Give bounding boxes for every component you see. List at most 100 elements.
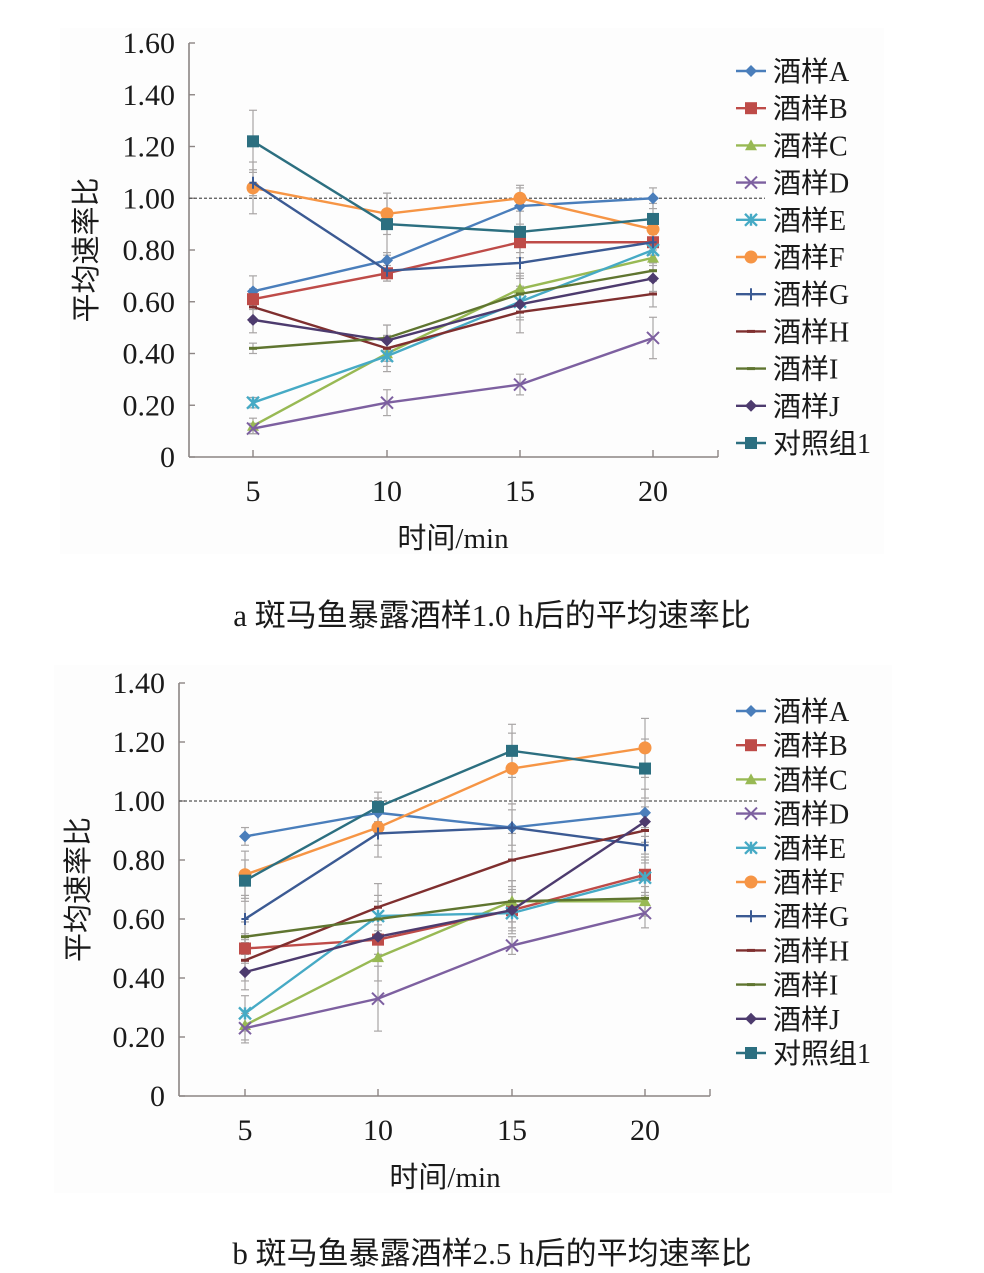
data-point: [516, 256, 524, 269]
data-point: [513, 191, 527, 205]
y-axis-title: 平均速率比: [70, 177, 103, 322]
data-point: [249, 176, 257, 189]
legend-swatch-marker: [747, 367, 755, 371]
series-d: [238, 906, 652, 1035]
legend-swatch-marker: [745, 139, 757, 151]
caption-b: b 斑马鱼暴露酒样2.5 h后的平均速率比: [232, 1236, 752, 1271]
legend-label: 酒样C: [773, 764, 848, 796]
legend-item: 酒样I: [736, 970, 838, 1002]
x-tick-label: 10: [372, 475, 402, 508]
series-line: [252, 277, 654, 342]
legend-label: 酒样E: [773, 833, 846, 865]
series-line: [252, 241, 653, 301]
data-point: [638, 906, 652, 920]
series-e: [246, 243, 660, 410]
y-tick-label: 0.80: [113, 844, 166, 877]
data-point: [372, 800, 384, 813]
data-point: [238, 1006, 252, 1021]
caption-a: a 斑马鱼暴露酒样1.0 h后的平均速率比: [233, 598, 751, 633]
data-point: [508, 899, 516, 903]
series-j: [247, 272, 659, 347]
data-point: [239, 830, 251, 843]
data-point: [380, 207, 394, 221]
legend-swatch-marker: [745, 437, 757, 449]
series-line: [252, 256, 654, 428]
legend-label: 酒样E: [773, 205, 846, 237]
legend-label: 酒样J: [773, 1004, 840, 1036]
data-point: [641, 839, 649, 852]
data-point: [380, 395, 394, 410]
data-point: [239, 942, 251, 955]
series-line: [244, 900, 645, 1027]
data-point: [649, 292, 657, 296]
legend-swatch-marker: [744, 806, 758, 821]
x-axis-title: 时间/min: [397, 522, 509, 555]
y-tick-label: 0: [160, 441, 175, 474]
series-line: [252, 186, 654, 231]
legend-label: 酒样B: [773, 730, 848, 762]
legend-label: 酒样G: [773, 901, 849, 933]
data-point: [241, 958, 249, 962]
y-tick-label: 1.00: [113, 785, 166, 818]
legend-item: 对照组1: [736, 428, 871, 460]
data-point: [241, 913, 249, 925]
legend-label: 酒样C: [773, 130, 848, 162]
legend-item: 酒样I: [736, 354, 838, 386]
legend-item: 酒样J: [736, 391, 840, 423]
legend-label: 酒样D: [773, 799, 849, 831]
y-tick-label: 1.40: [113, 667, 166, 700]
data-point: [505, 938, 519, 953]
series-i: [249, 269, 657, 350]
legend-swatch-marker: [744, 250, 758, 264]
y-tick-label: 1.00: [123, 182, 176, 215]
data-point: [239, 874, 251, 887]
series-control: [239, 744, 651, 887]
series-g: [249, 176, 657, 277]
legend-swatch-marker: [745, 705, 757, 717]
data-point: [247, 135, 259, 148]
legend-label: 酒样D: [773, 168, 849, 200]
series-line: [252, 269, 654, 350]
data-point: [647, 251, 659, 263]
data-point: [372, 930, 384, 943]
legend-swatch-marker: [745, 399, 757, 412]
series-d: [246, 331, 660, 436]
legend-swatch-marker: [745, 739, 757, 752]
legend-label: 酒样F: [773, 867, 845, 899]
series-line: [244, 873, 646, 950]
data-point: [374, 917, 382, 921]
legend-item: 酒样H: [736, 316, 849, 348]
y-tick-label: 0: [150, 1080, 165, 1113]
series-i: [241, 896, 649, 939]
series-line: [252, 336, 654, 430]
y-tick-label: 1.20: [113, 726, 166, 759]
series-line: [244, 820, 646, 974]
data-point: [641, 829, 649, 832]
legend-item: 酒样A: [736, 696, 850, 728]
x-axis-title: 时间/min: [389, 1161, 501, 1194]
data-point: [381, 218, 393, 231]
x-tick-label: 15: [497, 1114, 527, 1147]
data-point: [508, 821, 516, 834]
data-point: [241, 935, 249, 939]
data-point: [638, 870, 652, 885]
legend-swatch-marker: [747, 288, 755, 301]
data-point: [639, 806, 651, 819]
legend-swatch-marker: [747, 948, 755, 952]
data-point: [649, 236, 657, 249]
data-point: [639, 895, 651, 907]
data-point: [647, 212, 659, 225]
legend-swatch-marker: [744, 840, 758, 855]
series-line: [244, 897, 646, 938]
legend-swatch-marker: [747, 329, 755, 333]
legend-swatch-marker: [745, 1012, 757, 1025]
series-line: [252, 292, 654, 350]
legend-label: 酒样J: [773, 391, 840, 423]
data-point: [249, 346, 257, 350]
x-tick-label: 5: [238, 1114, 253, 1147]
x-tick-label: 15: [505, 475, 535, 508]
chart-panel-a: 0 0.20 0.40 0.60 0.80 1.00 1.20 1.40 1.60 5 10 15 20…: [60, 27, 884, 555]
series-line: [252, 197, 654, 293]
legend-swatch-marker: [744, 212, 758, 227]
y-tick-label: 0.20: [123, 389, 176, 422]
